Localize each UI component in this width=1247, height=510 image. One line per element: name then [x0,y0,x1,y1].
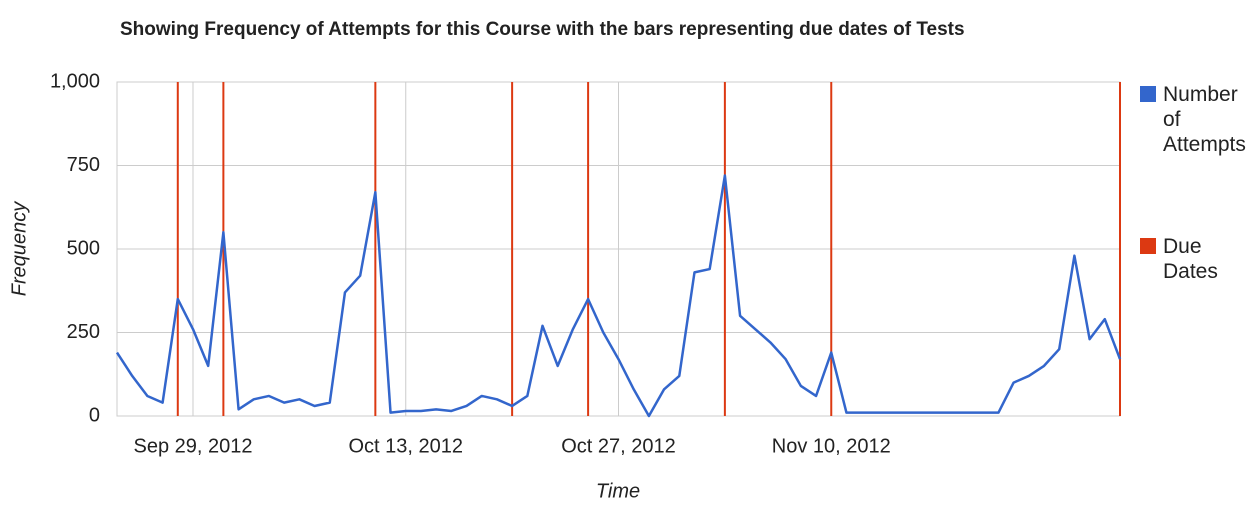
x-tick-label: Oct 13, 2012 [348,435,463,457]
x-tick-label: Nov 10, 2012 [772,435,891,457]
x-axis-label: Time [596,480,640,502]
legend-label: Due Dates [1163,235,1218,283]
legend-swatch [1140,238,1156,254]
y-axis-label: Frequency [8,201,30,296]
y-tick-label: 1,000 [50,70,100,92]
y-tick-label: 250 [67,321,100,343]
x-tick-label: Sep 29, 2012 [133,435,252,457]
legend-swatch [1140,86,1156,102]
data-line [115,174,1122,418]
y-tick-label: 500 [67,237,100,259]
chart-title: Showing Frequency of Attempts for this C… [120,19,965,40]
y-tick-label: 750 [67,154,100,176]
y-tick-label: 0 [89,404,100,426]
x-tick-label: Oct 27, 2012 [561,435,676,457]
legend-label: Number of Attempts [1163,83,1246,156]
